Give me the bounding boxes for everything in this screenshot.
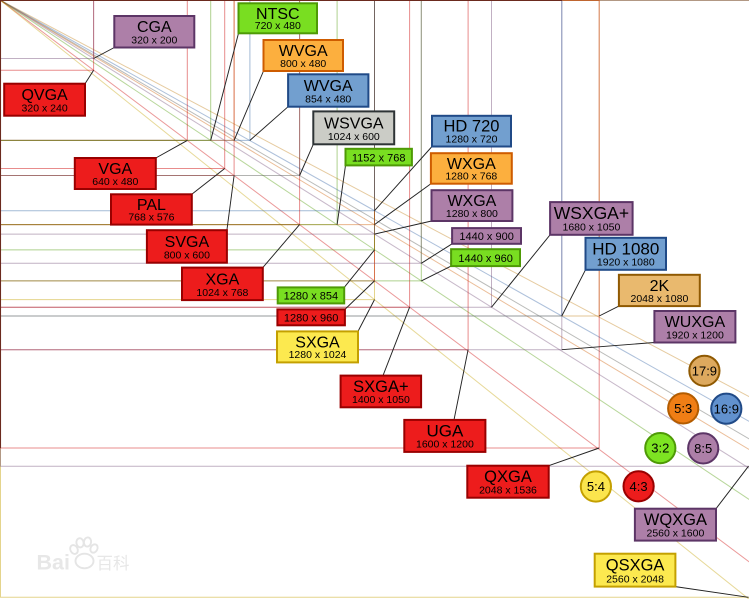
svg-text:HD 1080: HD 1080 bbox=[592, 239, 659, 258]
svg-text:720 x 480: 720 x 480 bbox=[255, 20, 301, 32]
svg-text:SXGA: SXGA bbox=[295, 334, 340, 351]
svg-text:QXGA: QXGA bbox=[484, 468, 532, 486]
svg-text:1440 x 900: 1440 x 900 bbox=[459, 231, 513, 243]
svg-text:WSVGA: WSVGA bbox=[324, 115, 384, 132]
svg-text:5:4: 5:4 bbox=[587, 479, 605, 494]
svg-text:QVGA: QVGA bbox=[21, 87, 68, 104]
svg-text:640 x 480: 640 x 480 bbox=[92, 176, 138, 188]
svg-text:PAL: PAL bbox=[137, 197, 166, 214]
svg-text:1680 x 1050: 1680 x 1050 bbox=[562, 222, 620, 234]
svg-text:WQXGA: WQXGA bbox=[644, 511, 707, 529]
svg-text:3:2: 3:2 bbox=[651, 441, 669, 456]
svg-text:WXGA: WXGA bbox=[447, 156, 496, 173]
svg-text:WUXGA: WUXGA bbox=[665, 314, 726, 331]
svg-text:1280 x 800: 1280 x 800 bbox=[446, 208, 498, 220]
svg-text:UGA: UGA bbox=[426, 421, 464, 440]
svg-text:2560 x 1600: 2560 x 1600 bbox=[646, 527, 704, 539]
svg-text:WXGA: WXGA bbox=[447, 193, 496, 210]
svg-text:2048 x 1536: 2048 x 1536 bbox=[479, 485, 537, 497]
svg-text:Bai: Bai bbox=[37, 550, 70, 574]
svg-text:1280 x 854: 1280 x 854 bbox=[284, 291, 338, 303]
svg-text:8:5: 8:5 bbox=[694, 441, 712, 456]
svg-text:16:9: 16:9 bbox=[714, 401, 739, 416]
svg-text:1280 x 720: 1280 x 720 bbox=[446, 133, 498, 145]
svg-text:1920 x 1200: 1920 x 1200 bbox=[666, 329, 724, 341]
svg-text:1400 x 1050: 1400 x 1050 bbox=[352, 394, 410, 406]
svg-text:WVGA: WVGA bbox=[279, 43, 328, 60]
svg-text:百科: 百科 bbox=[97, 554, 130, 573]
svg-text:XGA: XGA bbox=[206, 271, 240, 288]
svg-text:SVGA: SVGA bbox=[165, 234, 210, 251]
svg-text:4:3: 4:3 bbox=[630, 479, 648, 494]
svg-text:CGA: CGA bbox=[137, 19, 172, 36]
svg-text:1600 x 1200: 1600 x 1200 bbox=[416, 439, 474, 451]
svg-text:320 x 240: 320 x 240 bbox=[22, 103, 68, 115]
svg-text:WSXGA+: WSXGA+ bbox=[554, 203, 629, 223]
svg-text:800 x 480: 800 x 480 bbox=[280, 58, 326, 70]
svg-text:1440 x 960: 1440 x 960 bbox=[458, 253, 512, 265]
svg-text:1024 x 600: 1024 x 600 bbox=[328, 131, 380, 143]
svg-text:5:3: 5:3 bbox=[674, 401, 692, 416]
svg-text:WVGA: WVGA bbox=[304, 78, 353, 95]
svg-text:HD 720: HD 720 bbox=[444, 118, 500, 136]
svg-text:17:9: 17:9 bbox=[692, 363, 717, 378]
svg-text:QSXGA: QSXGA bbox=[606, 557, 665, 575]
svg-text:2560 x 2048: 2560 x 2048 bbox=[606, 573, 664, 585]
svg-text:VGA: VGA bbox=[98, 161, 132, 178]
svg-text:768 x 576: 768 x 576 bbox=[128, 211, 174, 223]
svg-text:2K: 2K bbox=[650, 278, 670, 295]
svg-text:2048 x 1080: 2048 x 1080 bbox=[630, 293, 688, 305]
svg-text:1920 x 1080: 1920 x 1080 bbox=[597, 257, 655, 269]
svg-text:1280 x 1024: 1280 x 1024 bbox=[289, 349, 347, 361]
svg-text:854 x 480: 854 x 480 bbox=[305, 94, 351, 106]
svg-text:1024 x 768: 1024 x 768 bbox=[196, 287, 248, 299]
svg-text:NTSC: NTSC bbox=[256, 6, 300, 23]
svg-text:SXGA+: SXGA+ bbox=[353, 378, 409, 396]
svg-text:320 x 200: 320 x 200 bbox=[131, 34, 177, 46]
svg-text:1152 x 768: 1152 x 768 bbox=[352, 152, 406, 164]
svg-text:1280 x 960: 1280 x 960 bbox=[284, 313, 338, 325]
svg-text:800 x 600: 800 x 600 bbox=[164, 250, 210, 262]
svg-text:1280 x 768: 1280 x 768 bbox=[445, 171, 497, 183]
